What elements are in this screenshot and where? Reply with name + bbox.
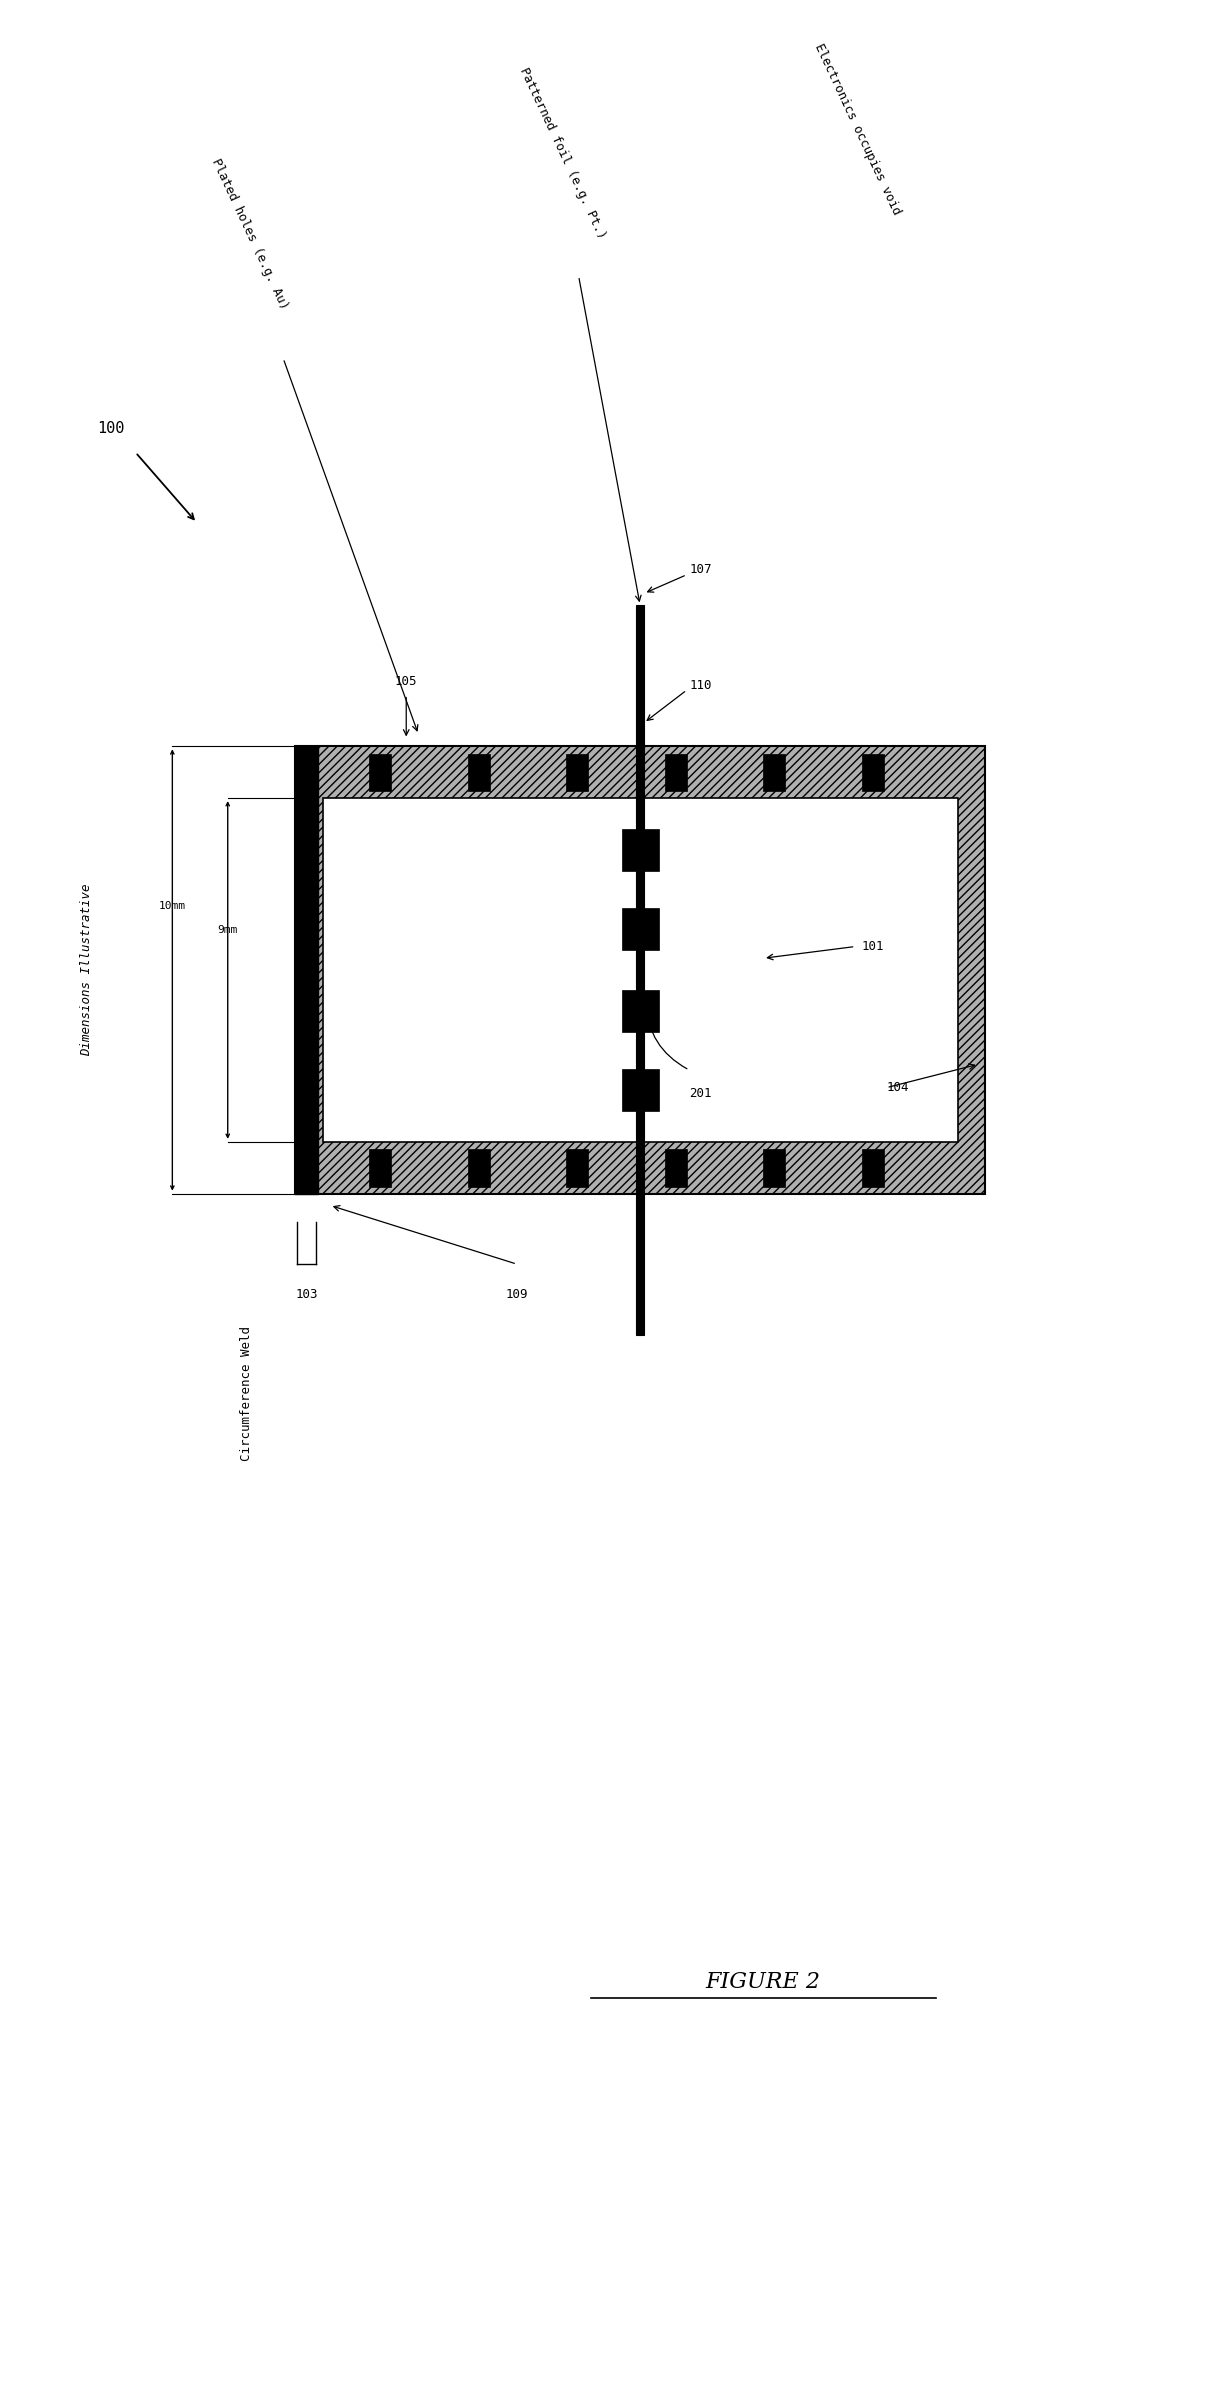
Text: 10mm: 10mm [159,900,186,912]
Text: 201: 201 [689,1086,712,1100]
Text: 105: 105 [395,674,417,688]
Bar [323,798,958,1141]
Text: 110: 110 [689,679,712,691]
Bar [369,1148,391,1186]
Bar [295,746,985,1193]
Bar [763,1148,785,1186]
Bar [862,1148,884,1186]
Text: 109: 109 [506,1289,528,1301]
Text: Circumference Weld: Circumference Weld [240,1327,252,1460]
Bar [468,753,490,791]
Text: Plated holes (e.g. Au): Plated holes (e.g. Au) [209,157,291,312]
Bar [763,753,785,791]
Bar [369,753,391,791]
Bar [622,908,659,950]
Bar [622,829,659,872]
Bar [622,1070,659,1112]
Text: Patterned foil (e.g. Pt.): Patterned foil (e.g. Pt.) [517,64,608,241]
Bar [566,753,588,791]
Text: 100: 100 [97,422,124,436]
Text: 104: 104 [886,1081,908,1093]
Bar [295,746,318,1193]
Bar [566,1148,588,1186]
Bar [862,753,884,791]
Text: 103: 103 [295,1289,318,1301]
Text: Dimensions Illustrative: Dimensions Illustrative [80,884,92,1055]
Bar [636,605,644,1334]
Text: 101: 101 [862,941,884,953]
Text: 107: 107 [689,565,712,576]
Text: FIGURE 2: FIGURE 2 [705,1970,821,1994]
Text: 9mm: 9mm [218,924,238,934]
Bar [665,753,687,791]
Bar [622,991,659,1031]
Bar [468,1148,490,1186]
Text: Electronics occupies void: Electronics occupies void [812,40,904,217]
Bar [665,1148,687,1186]
